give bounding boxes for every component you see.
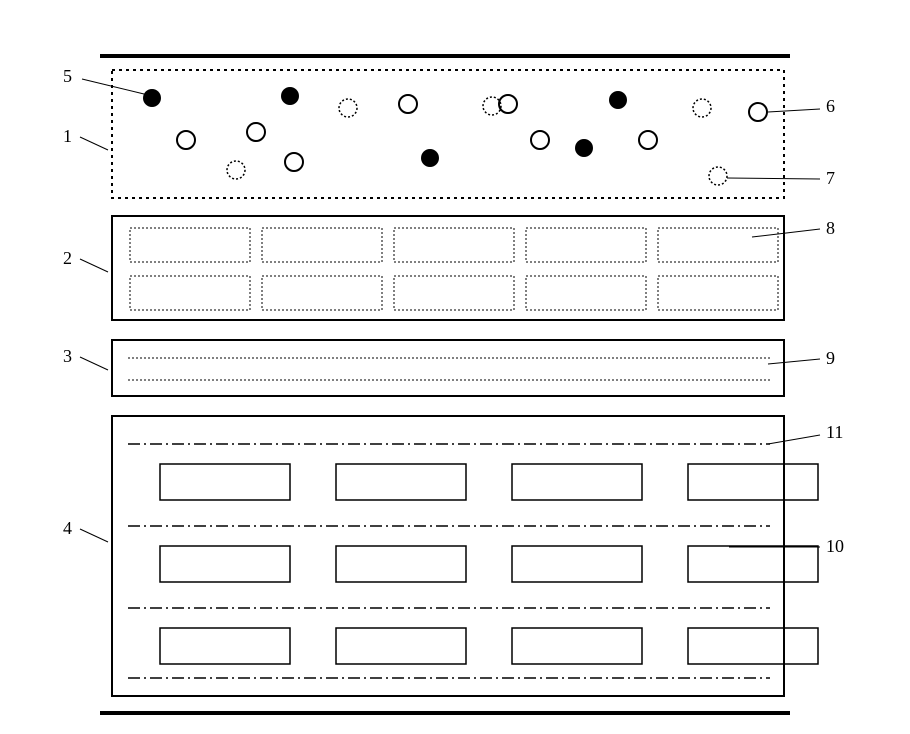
open-particle	[639, 131, 657, 149]
dashed-particle	[693, 99, 711, 117]
layer-4-cell	[160, 464, 290, 500]
open-particle	[177, 131, 195, 149]
label-1: 1	[63, 126, 72, 146]
layer-4-cell	[512, 546, 642, 582]
leader-line-11	[768, 435, 820, 444]
layer-2-cell	[526, 228, 646, 262]
layer-2-box	[112, 216, 784, 320]
open-particle	[285, 153, 303, 171]
label-9: 9	[826, 348, 835, 368]
layer-2-cell	[526, 276, 646, 310]
open-particle	[749, 103, 767, 121]
leader-line-8	[752, 229, 820, 237]
dashed-particle	[709, 167, 727, 185]
layer-4-cell	[336, 464, 466, 500]
leader-line-2	[80, 259, 108, 272]
filled-particle	[143, 89, 161, 107]
label-5: 5	[63, 66, 72, 86]
label-2: 2	[63, 248, 72, 268]
filled-particle	[281, 87, 299, 105]
layer-1-box	[112, 70, 784, 198]
open-particle	[531, 131, 549, 149]
label-6: 6	[826, 96, 835, 116]
layer-4-cell	[688, 628, 818, 664]
leader-line-3	[80, 357, 108, 370]
layer-2-cell	[262, 276, 382, 310]
label-3: 3	[63, 346, 72, 366]
layer-4-cell	[336, 628, 466, 664]
layer-2-cell	[130, 276, 250, 310]
label-10: 10	[826, 536, 844, 556]
leader-line-6	[768, 109, 820, 112]
open-particle	[399, 95, 417, 113]
layer-2-cell	[658, 276, 778, 310]
layer-4-cell	[512, 628, 642, 664]
leader-line-9	[768, 359, 820, 364]
label-8: 8	[826, 218, 835, 238]
filled-particle	[575, 139, 593, 157]
label-4: 4	[63, 518, 72, 538]
filled-particle	[609, 91, 627, 109]
layer-4-cell	[688, 546, 818, 582]
layer-2-cell	[658, 228, 778, 262]
leader-line-5	[82, 79, 144, 94]
leader-line-1	[80, 137, 108, 150]
label-11: 11	[826, 422, 843, 442]
layer-4-cell	[160, 628, 290, 664]
leader-line-4	[80, 529, 108, 542]
layer-4-cell	[160, 546, 290, 582]
layer-4-cell	[512, 464, 642, 500]
layer-2-cell	[130, 228, 250, 262]
dashed-particle	[339, 99, 357, 117]
layer-3-box	[112, 340, 784, 396]
layer-4-cell	[336, 546, 466, 582]
layer-4-cell	[688, 464, 818, 500]
diagram-container: 1 2 3 4 5 6 7 8 9 10 11	[0, 0, 910, 734]
label-7: 7	[826, 168, 835, 188]
layer-4-box	[112, 416, 784, 696]
layer-2-cell	[394, 276, 514, 310]
diagram-svg: 1 2 3 4 5 6 7 8 9 10 11	[0, 0, 910, 734]
open-particle	[247, 123, 265, 141]
dashed-particle	[227, 161, 245, 179]
open-particle	[499, 95, 517, 113]
layer-2-cell	[394, 228, 514, 262]
leader-line-7	[727, 178, 820, 179]
filled-particle	[421, 149, 439, 167]
layer-2-cell	[262, 228, 382, 262]
